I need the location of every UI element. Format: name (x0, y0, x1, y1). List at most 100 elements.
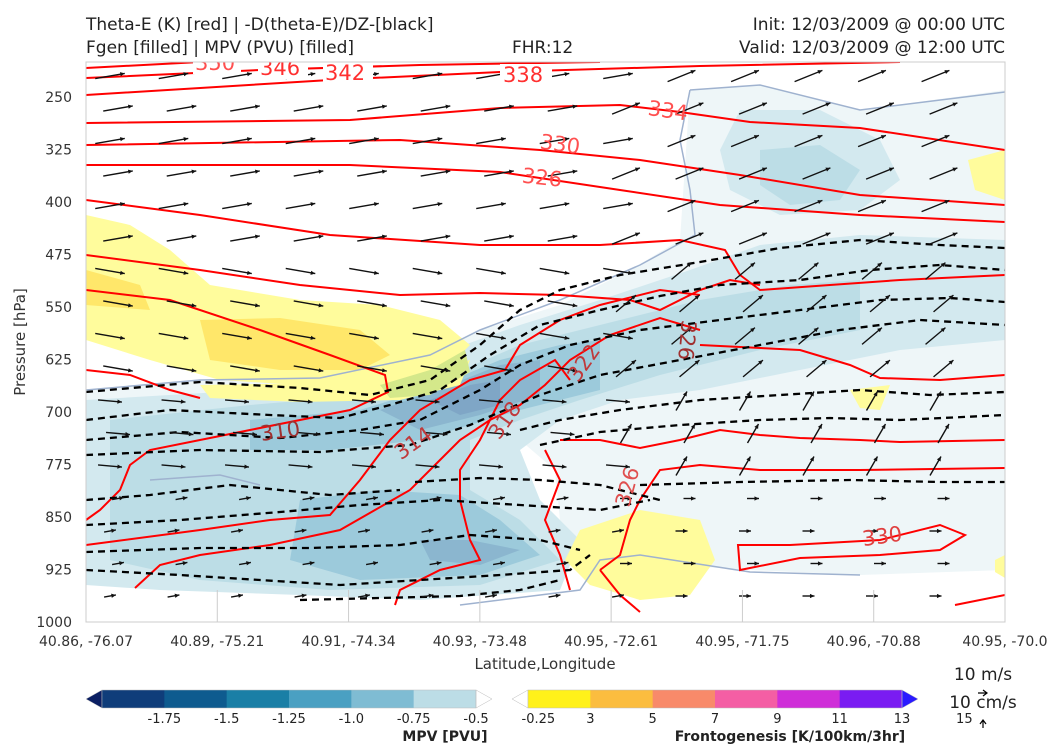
wind-arrow (865, 456, 879, 476)
wind-arrow (484, 365, 514, 373)
wind-arrow (603, 202, 633, 210)
colorbar-extend-max (475, 689, 493, 709)
wind-arrow (874, 561, 886, 566)
wind-arrow (620, 561, 632, 566)
wind-arrow (806, 359, 827, 378)
wind-arrow (97, 464, 123, 469)
wind-arrow (679, 294, 700, 313)
wind-arrow (738, 391, 752, 411)
wind-arrow (161, 399, 186, 404)
wind-arrow (484, 300, 514, 308)
wind-arrow (294, 593, 307, 598)
wind-arrow (412, 202, 443, 210)
wind-arrow (671, 327, 692, 345)
wind-arrow (747, 496, 759, 501)
colorbar-tick-label: 13 (894, 712, 911, 727)
x-tick-label: 40.86, -76.07 (39, 634, 133, 650)
wind-arrow (95, 137, 125, 145)
wind-arrow (175, 496, 188, 501)
colorbar-tick-label: 9 (773, 712, 781, 727)
wind-reference-key: 10 m/s 10 cm/s (949, 665, 1017, 728)
wind-arrow (158, 332, 189, 340)
wind-arrow (166, 169, 197, 177)
wind-arrow (921, 69, 950, 83)
wind-arrow (542, 399, 567, 404)
title-line-1: Theta-E (K) [red] | -D(theta-E)/DZ-[blac… (86, 15, 434, 35)
wind-arrow (865, 102, 895, 115)
wind-arrow (357, 528, 371, 533)
wind-arrow (420, 104, 451, 112)
wind-arrow (742, 294, 764, 313)
wind-arrow (103, 593, 117, 598)
wind-arrow (937, 561, 950, 566)
wind-arrow (615, 359, 637, 378)
plot-area (85, 61, 1006, 623)
x-tick-label: 40.89, -75.21 (170, 634, 264, 650)
wind-arrow (675, 456, 688, 476)
x-tick-label: 40.91, -74.34 (302, 634, 396, 650)
wind-arrow (420, 365, 451, 373)
wind-arrow (158, 137, 189, 145)
wind-arrow (556, 561, 569, 566)
wind-arrow (605, 464, 631, 469)
wind-arrow (603, 332, 633, 340)
wind-arrow (296, 431, 321, 437)
wind-arrow (357, 365, 387, 373)
wind-arrow (222, 202, 252, 210)
colorbar-swatch (715, 690, 778, 708)
wind-arrow (794, 69, 823, 83)
wind-arrow (806, 294, 827, 313)
wind-arrow (421, 528, 434, 533)
fgen-colorbar-title: Frontogenesis [K/100km/3hr] (675, 729, 905, 745)
wind-arrow (103, 169, 133, 177)
wind-arrow (492, 561, 506, 566)
wind-arrow (802, 593, 815, 599)
wind-arrow (222, 332, 252, 340)
wind-arrow (167, 528, 180, 533)
wind-arrow (611, 167, 641, 180)
wind-arrow (285, 332, 316, 340)
wind-arrow (925, 262, 946, 280)
y-tick-label: 475 (45, 248, 72, 264)
wind-arrow (857, 199, 887, 213)
colorbar-tick-label: -0.75 (397, 712, 431, 727)
wind-arrow (230, 593, 244, 598)
wind-arrow (539, 137, 570, 145)
wind-arrow (103, 104, 133, 112)
wind-arrow (357, 300, 387, 308)
wind-arrow (869, 294, 891, 313)
wind-arrow (285, 137, 316, 145)
wind-arrow (810, 496, 823, 501)
wind-arrow (933, 294, 954, 313)
wind-arrow (423, 431, 448, 437)
wind-arrow (478, 399, 504, 404)
wind-arrow (603, 267, 633, 275)
wind-arrow (166, 234, 197, 242)
wind-arrow (293, 234, 324, 242)
wind-arrow (412, 332, 443, 340)
wind-arrow (111, 496, 125, 501)
contour-label-346: 346 (260, 56, 300, 80)
wind-arrow (420, 300, 451, 308)
wind-arrow (365, 496, 379, 501)
wind-arrow (222, 72, 252, 80)
wind-arrow (548, 528, 561, 533)
wind-arrow (169, 431, 194, 437)
wind-ref-vertical: 10 cm/s (949, 693, 1017, 713)
wind-arrow (667, 134, 696, 148)
wind-arrow (921, 199, 950, 213)
wind-arrow (539, 332, 570, 340)
wind-arrow (365, 561, 379, 566)
wind-arrow (857, 69, 887, 83)
wind-arrow (619, 423, 633, 444)
y-tick-label: 325 (45, 143, 72, 159)
wind-arrow (615, 294, 637, 313)
valid-time: Valid: 12/03/2009 @ 12:00 UTC (739, 38, 1005, 58)
wind-arrow (230, 528, 244, 533)
wind-arrow (412, 267, 443, 275)
wind-arrow (429, 561, 442, 566)
colorbar-tick-label: 3 (586, 712, 594, 727)
wind-arrow (415, 464, 440, 469)
colorbar-swatch (102, 690, 165, 708)
